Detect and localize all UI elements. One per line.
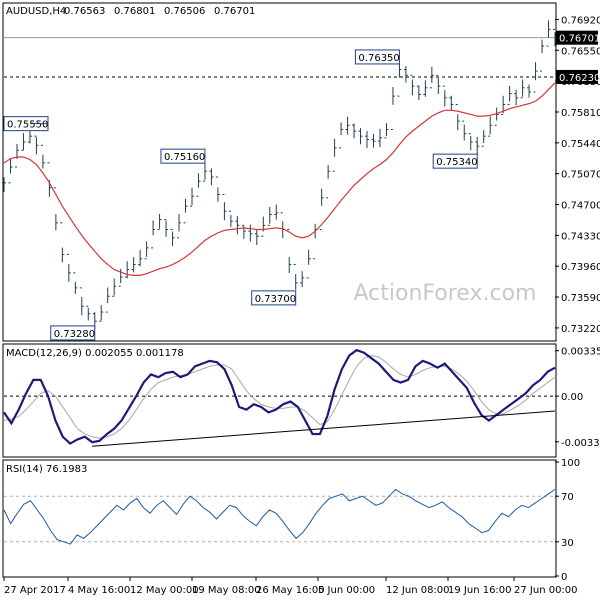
time-tick-label: 12 Jun 08:00 xyxy=(386,585,450,596)
price-tick-label: 0.73960 xyxy=(561,262,600,273)
time-tick-label: 27 Jun 00:00 xyxy=(514,585,578,596)
macd-tick-label: -0.003369 xyxy=(561,438,600,449)
swing-label-box xyxy=(251,290,297,306)
macd-tick-label: 0.003353 xyxy=(561,347,600,358)
swing-label-box xyxy=(50,325,96,341)
swing-label: 0.76350 xyxy=(358,53,399,64)
time-tick-label: 19 May 08:00 xyxy=(192,585,261,596)
time-tick-label: 27 Apr 2017 xyxy=(4,585,66,596)
level-line-label: 0.76230 xyxy=(559,73,600,84)
swing-label-box xyxy=(432,153,478,169)
time-tick-label: 12 May 00:00 xyxy=(130,585,199,596)
macd-line xyxy=(3,348,556,445)
price-tick-label: 0.76920 xyxy=(561,15,600,26)
last-price-label: 0.76701 xyxy=(559,34,600,45)
time-tick-label: 4 May 16:00 xyxy=(68,585,130,596)
macd-lines xyxy=(3,348,556,447)
swing-label: 0.73280 xyxy=(54,329,95,340)
time-tick-label: 26 May 16:00 xyxy=(256,585,325,596)
price-panel-frame xyxy=(2,2,557,342)
rsi-line xyxy=(3,488,556,545)
macd-axis: 0.003353 0.00 -0.003369 xyxy=(555,347,600,449)
swing-label: 0.75550 xyxy=(7,120,48,131)
ohlc-open: 0.76563 xyxy=(64,6,105,17)
price-tick-label: 0.74330 xyxy=(561,231,600,242)
level-line-label-box xyxy=(556,69,598,84)
price-tick-label: 0.74700 xyxy=(561,201,600,212)
ohlc-close: 0.76701 xyxy=(214,6,255,17)
rsi-title: RSI(14) 76.1983 xyxy=(6,464,87,475)
price-tick-label: 0.73220 xyxy=(561,324,600,335)
macd-title: MACD(12,26,9) 0.002055 0.001178 xyxy=(6,348,184,359)
price-axis: 0.769200.765500.761800.758100.754400.750… xyxy=(555,15,600,335)
ohlc-high: 0.76801 xyxy=(114,6,155,17)
ohlc-low: 0.76506 xyxy=(164,6,205,17)
macd-trendline xyxy=(92,410,556,447)
price-annotations: 0.75550 0.73280 0.75160 0.73700 0.76350 0.753… xyxy=(3,49,478,341)
price-lines: 0.76701 0.76230 xyxy=(2,20,600,330)
watermark: ActionForex.com xyxy=(354,281,537,306)
rsi-tick-label: 100 xyxy=(561,458,580,469)
rsi-panel-frame xyxy=(2,459,557,578)
price-panel-header: AUDUSD,H4 0.76563 0.76801 0.76506 0.7670… xyxy=(6,6,255,17)
price-tick-label: 0.75070 xyxy=(561,170,600,181)
rsi-tick-label: 30 xyxy=(561,538,574,549)
rsi-lines xyxy=(3,488,556,545)
rsi-axis: 100 70 30 0 xyxy=(555,458,580,583)
last-price-label-box xyxy=(556,30,598,45)
rsi-tick-label: 0 xyxy=(561,572,567,583)
macd-tick-label: 0.00 xyxy=(561,392,583,403)
swing-label: 0.73700 xyxy=(255,294,296,305)
price-tick-label: 0.76550 xyxy=(561,46,600,57)
price-tick-label: 0.75440 xyxy=(561,139,600,150)
swing-label: 0.75340 xyxy=(436,157,477,168)
time-tick-label: 19 Jun 16:00 xyxy=(448,585,512,596)
time-tick-label: 5 Jun 00:00 xyxy=(318,585,375,596)
sma-line xyxy=(3,82,556,276)
symbol-label: AUDUSD,H4 xyxy=(6,6,66,17)
price-tick-label: 0.75810 xyxy=(561,108,600,119)
price-tick-label: 0.73590 xyxy=(561,293,600,304)
swing-label-box xyxy=(354,49,400,65)
swing-label-box xyxy=(160,148,206,164)
swing-label: 0.75160 xyxy=(164,152,205,163)
macd-panel-frame xyxy=(2,343,557,458)
rsi-tick-label: 70 xyxy=(561,492,574,503)
